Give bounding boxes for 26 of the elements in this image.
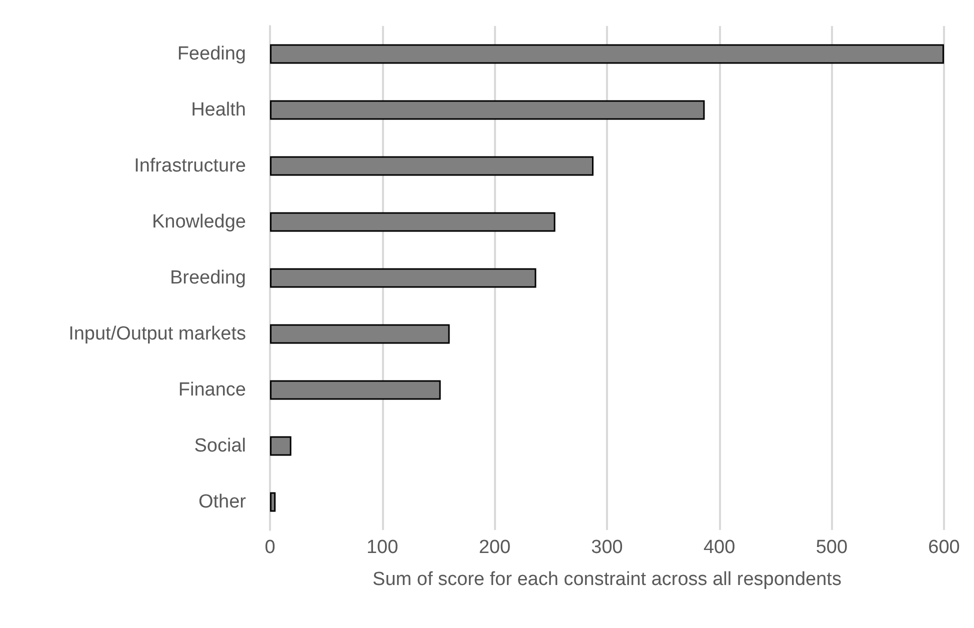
bar [270, 100, 705, 120]
bar [270, 492, 276, 512]
bar [270, 324, 450, 344]
bar [270, 212, 556, 232]
x-tick-label: 600 [928, 537, 960, 558]
bar [270, 436, 292, 456]
bar [270, 268, 536, 288]
bar [270, 44, 944, 64]
x-tick-label: 0 [264, 537, 276, 558]
x-tick-label: 100 [366, 537, 398, 558]
y-tick-label: Other [198, 492, 247, 512]
x-tick-label: 300 [591, 537, 623, 558]
x-tick-label: 200 [478, 537, 511, 558]
bar [270, 380, 441, 400]
y-tick-label: Breeding [170, 268, 246, 288]
y-tick-label: Infrastructure [134, 156, 246, 176]
x-tick-label: 400 [703, 537, 736, 558]
y-tick-label: Knowledge [152, 212, 246, 232]
y-tick-label: Finance [178, 380, 246, 400]
x-axis-title: Sum of score for each constraint across all respondents [372, 569, 842, 590]
bar [270, 156, 594, 176]
x-tick-label: 500 [816, 537, 848, 558]
y-tick-label: Social [194, 436, 246, 456]
y-tick-label: Input/Output markets [68, 324, 246, 344]
y-tick-label: Health [191, 100, 246, 120]
y-tick-label: Feeding [177, 44, 246, 64]
